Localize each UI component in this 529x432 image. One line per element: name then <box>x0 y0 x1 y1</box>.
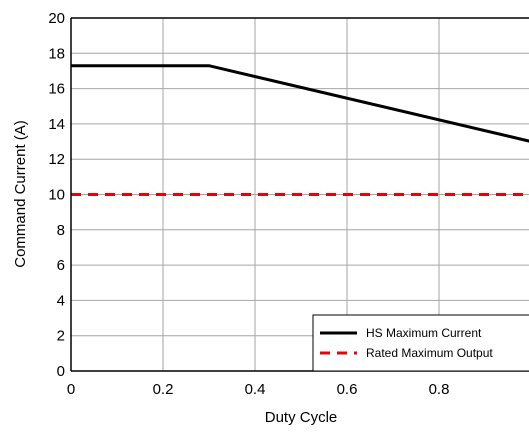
y-tick-label: 2 <box>57 328 65 345</box>
legend-label-2: Rated Maximum Output <box>366 346 493 360</box>
x-tick-label: 0.2 <box>153 381 174 398</box>
y-tick-label: 0 <box>57 363 65 380</box>
x-tick-labels: 0 0.2 0.4 0.6 0.8 <box>67 381 450 398</box>
x-tick-label: 0.8 <box>429 381 450 398</box>
legend: HS Maximum Current Rated Maximum Output <box>312 314 529 372</box>
y-tick-label: 10 <box>48 187 65 204</box>
y-tick-label: 6 <box>57 257 65 274</box>
y-tick-label: 8 <box>57 222 65 239</box>
y-tick-labels: 0 2 4 6 8 10 12 14 16 18 20 <box>48 10 65 380</box>
y-tick-label: 4 <box>57 292 65 309</box>
legend-box <box>312 314 529 372</box>
y-tick-label: 20 <box>48 10 65 27</box>
series-line-1 <box>71 64 529 143</box>
legend-label-1: HS Maximum Current <box>366 326 482 340</box>
x-tick-label: 0 <box>67 381 75 398</box>
y-tick-label: 12 <box>48 151 65 168</box>
y-tick-label: 16 <box>48 81 65 98</box>
x-tick-label: 0.4 <box>245 381 266 398</box>
y-tick-label: 14 <box>48 116 65 133</box>
y-axis-label: Command Current (A) <box>12 120 29 268</box>
x-axis-label: Duty Cycle <box>265 409 338 426</box>
series-lines <box>71 64 529 196</box>
x-tick-label: 0.6 <box>337 381 358 398</box>
y-tick-label: 18 <box>48 45 65 62</box>
